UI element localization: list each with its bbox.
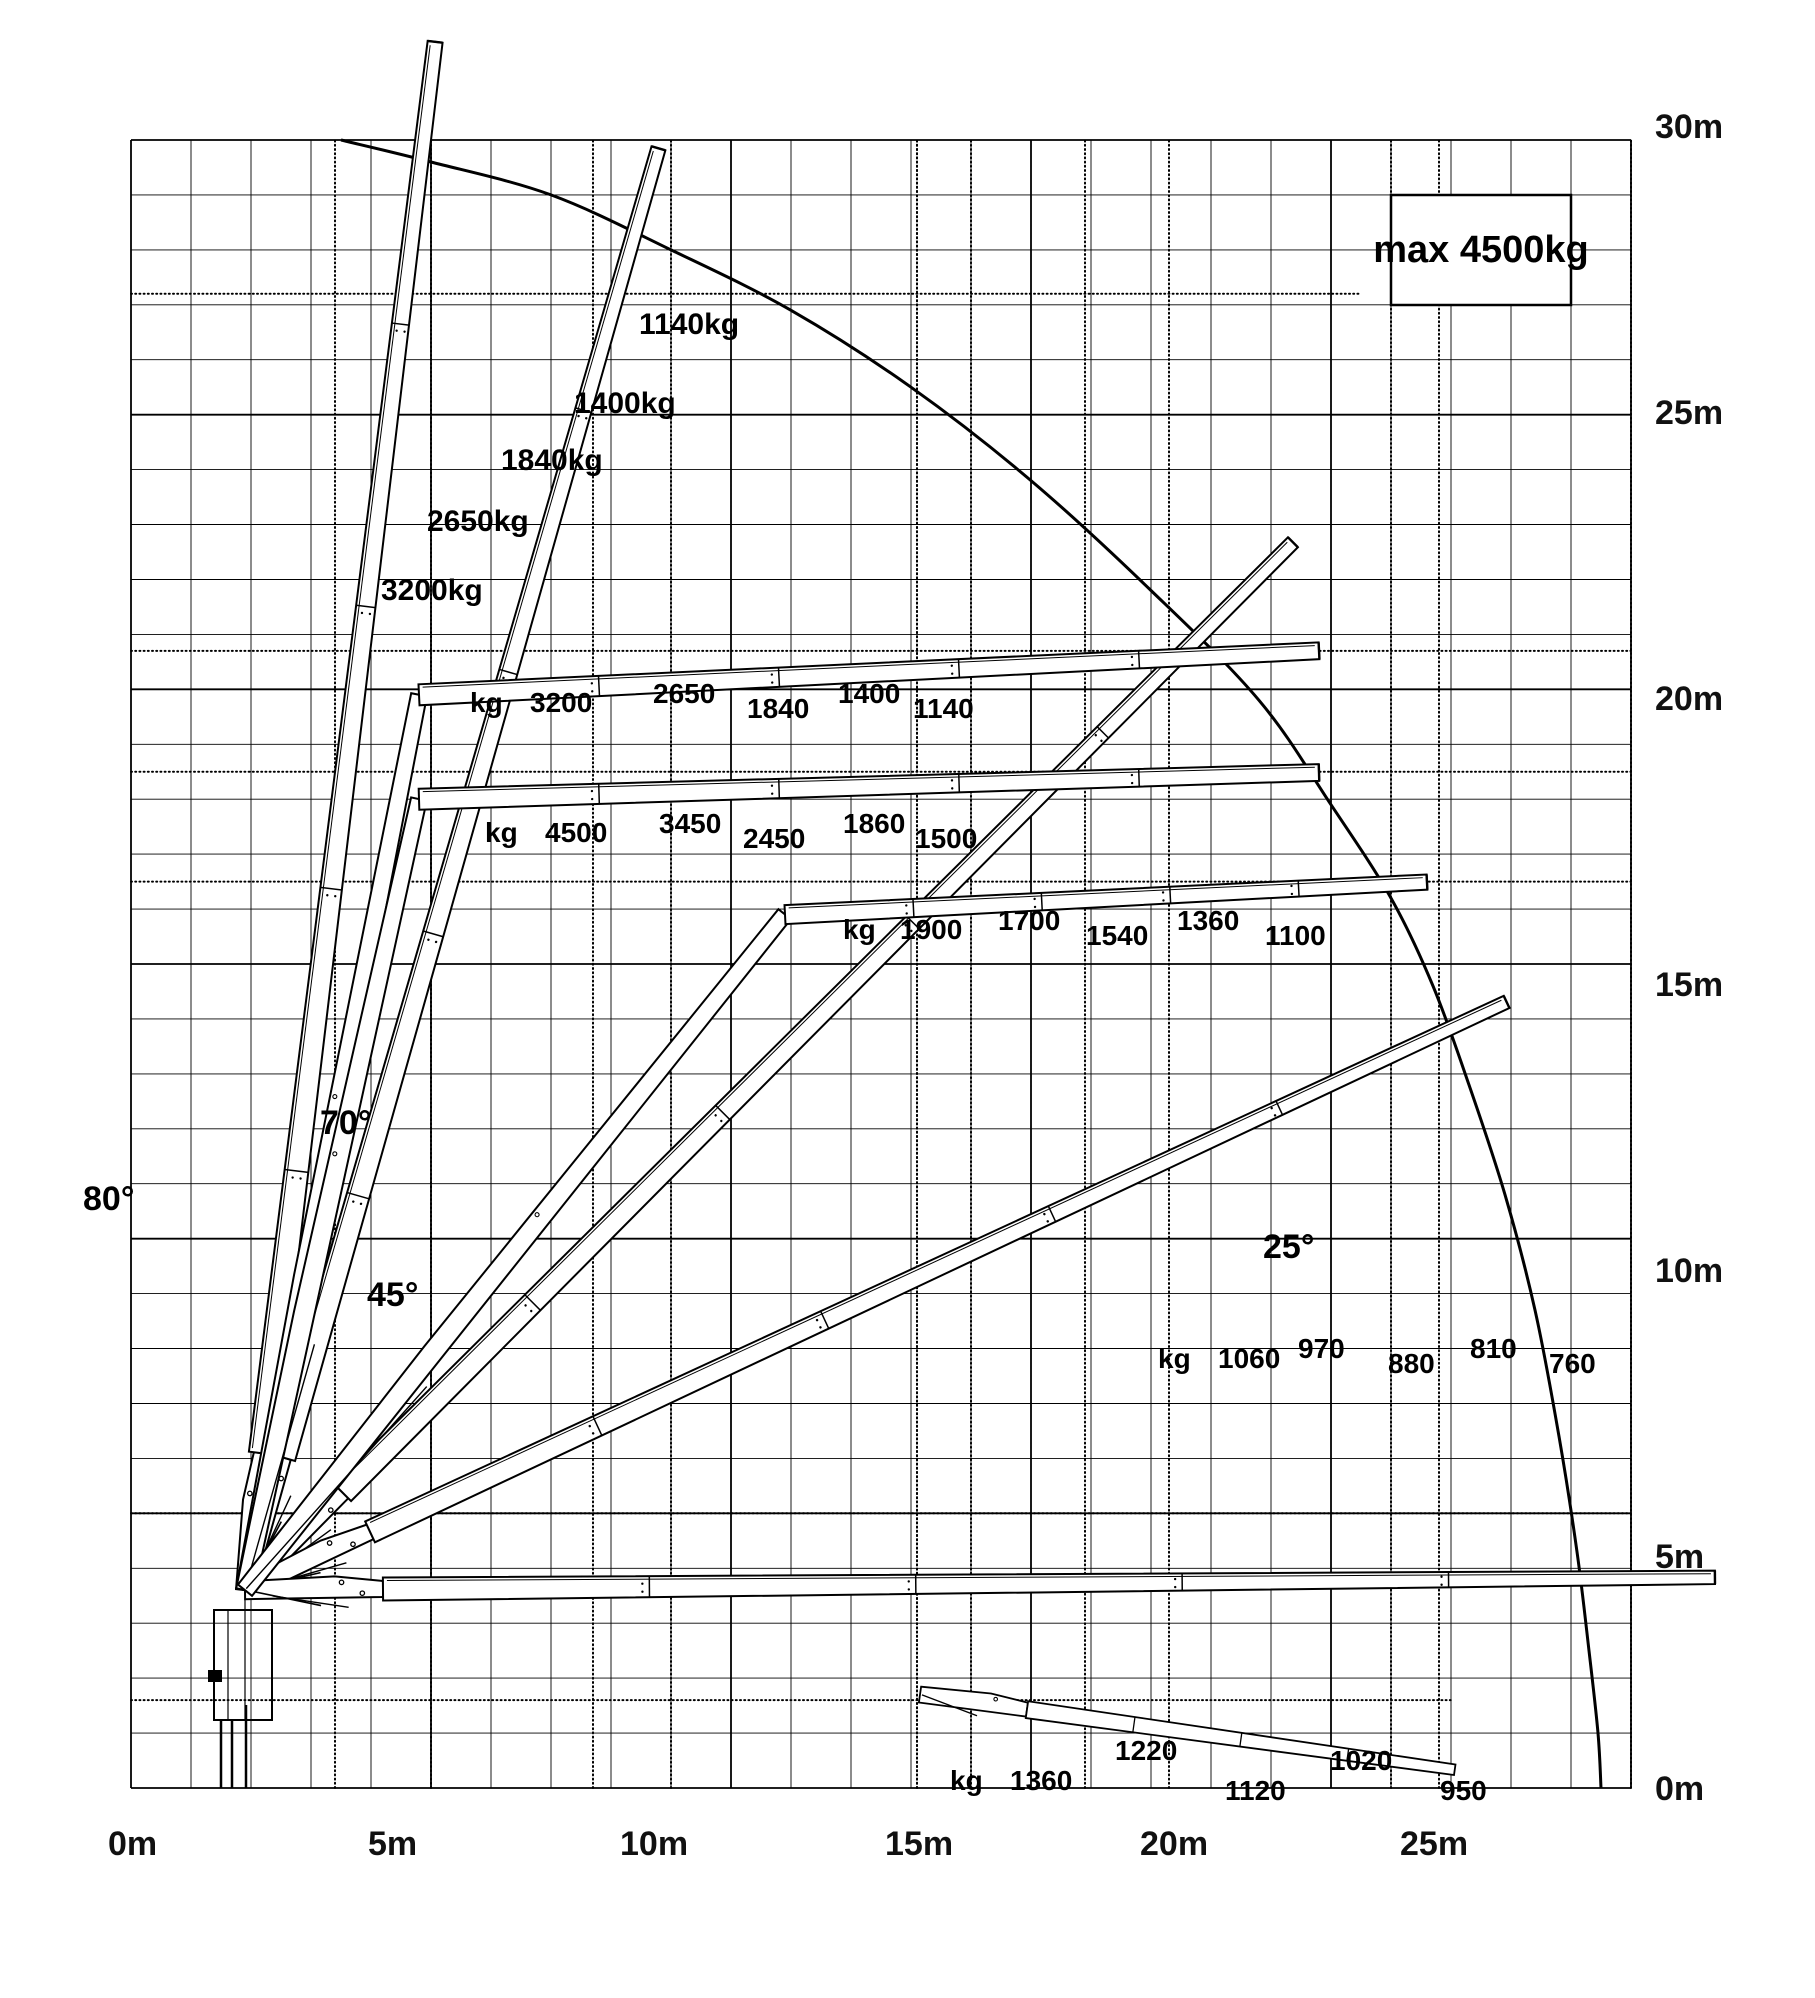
svg-text:880: 880 xyxy=(1388,1348,1435,1379)
svg-text:kg: kg xyxy=(843,914,876,945)
svg-text:1400: 1400 xyxy=(838,678,900,709)
svg-text:2650: 2650 xyxy=(653,678,715,709)
svg-text:3200: 3200 xyxy=(530,687,592,718)
svg-text:25°: 25° xyxy=(1263,1228,1314,1266)
svg-text:1540: 1540 xyxy=(1086,920,1148,951)
svg-text:45°: 45° xyxy=(367,1276,418,1314)
svg-text:1120: 1120 xyxy=(1225,1775,1286,1806)
svg-text:1060: 1060 xyxy=(1218,1343,1280,1374)
svg-text:950: 950 xyxy=(1440,1775,1487,1806)
svg-text:70°: 70° xyxy=(320,1104,371,1142)
svg-text:3200kg: 3200kg xyxy=(381,574,483,607)
svg-text:kg: kg xyxy=(1158,1343,1191,1374)
svg-text:kg: kg xyxy=(950,1765,983,1796)
svg-text:80°: 80° xyxy=(83,1180,134,1218)
svg-text:1860: 1860 xyxy=(843,808,905,839)
svg-text:1500: 1500 xyxy=(915,823,977,854)
svg-text:760: 760 xyxy=(1549,1348,1596,1379)
svg-text:2650kg: 2650kg xyxy=(427,505,529,538)
svg-text:1140kg: 1140kg xyxy=(639,308,739,341)
svg-text:1140: 1140 xyxy=(913,693,974,724)
svg-text:max 4500kg: max 4500kg xyxy=(1373,229,1589,271)
svg-text:3450: 3450 xyxy=(659,808,721,839)
svg-text:kg: kg xyxy=(470,687,503,718)
svg-text:1360: 1360 xyxy=(1177,905,1239,936)
svg-text:1360: 1360 xyxy=(1010,1765,1072,1796)
svg-text:2450: 2450 xyxy=(743,823,805,854)
svg-text:kg: kg xyxy=(485,817,518,848)
svg-text:1840: 1840 xyxy=(747,693,809,724)
svg-text:1020: 1020 xyxy=(1330,1745,1392,1776)
svg-text:1220: 1220 xyxy=(1115,1735,1177,1766)
svg-text:810: 810 xyxy=(1470,1333,1517,1364)
svg-text:1400kg: 1400kg xyxy=(574,387,676,420)
svg-text:1840kg: 1840kg xyxy=(501,444,603,477)
svg-text:970: 970 xyxy=(1298,1333,1345,1364)
svg-text:1700: 1700 xyxy=(998,905,1060,936)
svg-text:4500: 4500 xyxy=(545,817,607,848)
svg-text:1900: 1900 xyxy=(900,914,962,945)
svg-text:1100: 1100 xyxy=(1265,920,1326,951)
